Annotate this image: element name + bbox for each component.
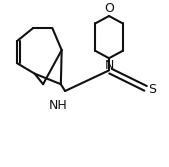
Text: NH: NH xyxy=(49,99,68,112)
Text: O: O xyxy=(104,2,114,15)
Text: N: N xyxy=(104,59,114,72)
Text: S: S xyxy=(148,83,156,96)
